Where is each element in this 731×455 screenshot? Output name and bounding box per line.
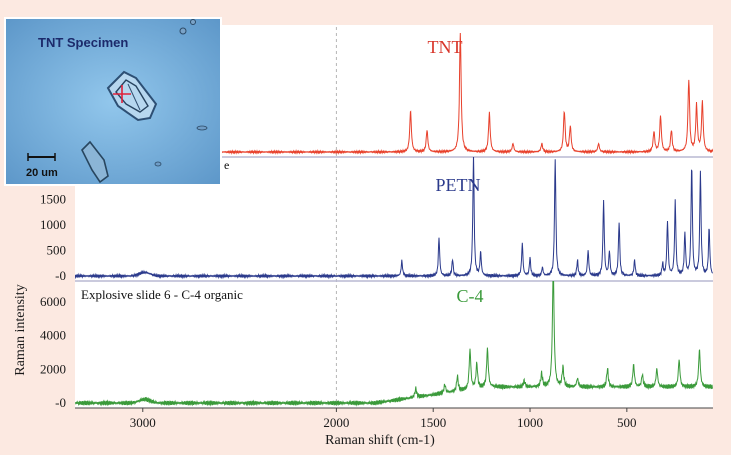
y-axis-title: Raman intensity (13, 284, 28, 375)
x-tick-500: 500 (617, 415, 637, 430)
y-tick-c4-6000: 6000 (40, 294, 66, 309)
y-tick-petn-0: -0 (55, 268, 66, 283)
x-tick-1500: 1500 (420, 415, 446, 430)
y-tick-petn-500: 500 (47, 243, 67, 258)
panel-c4-background (75, 281, 713, 408)
y-tick-c4-0: -0 (55, 395, 66, 410)
partial-panel-label: e (224, 158, 229, 172)
series-label-tnt: TNT (428, 37, 463, 57)
y-tick-c4-4000: 4000 (40, 328, 66, 343)
x-tick-1000: 1000 (517, 415, 543, 430)
y-tick-petn-1500: 1500 (40, 191, 66, 206)
scale-bar-label: 20 um (26, 167, 58, 179)
x-tick-2000: 2000 (323, 415, 349, 430)
series-label-petn: PETN (436, 175, 481, 195)
microscope-inset: TNT Specimen 20 um (4, 17, 222, 186)
inset-title: TNT Specimen (38, 35, 128, 50)
y-tick-labels: -0 500 1000 1500 -0 2000 4000 6000 (40, 191, 66, 410)
x-tick-3000: 3000 (130, 415, 156, 430)
x-axis-title: Raman shift (cm-1) (325, 433, 435, 448)
spectrum-line-petn (75, 157, 713, 280)
crosshair-marker-icon (113, 85, 131, 103)
spectrum-line-c4 (75, 281, 713, 407)
y-tick-petn-1000: 1000 (40, 217, 66, 232)
y-tick-c4-2000: 2000 (40, 361, 66, 376)
c4-panel-title: Explosive slide 6 - C-4 organic (81, 287, 243, 302)
tnt-crystal-image (81, 19, 208, 184)
scale-bar (27, 153, 56, 161)
x-tick-labels: 3000 2000 1500 1000 500 (130, 408, 637, 430)
series-label-c4: C-4 (457, 286, 484, 306)
